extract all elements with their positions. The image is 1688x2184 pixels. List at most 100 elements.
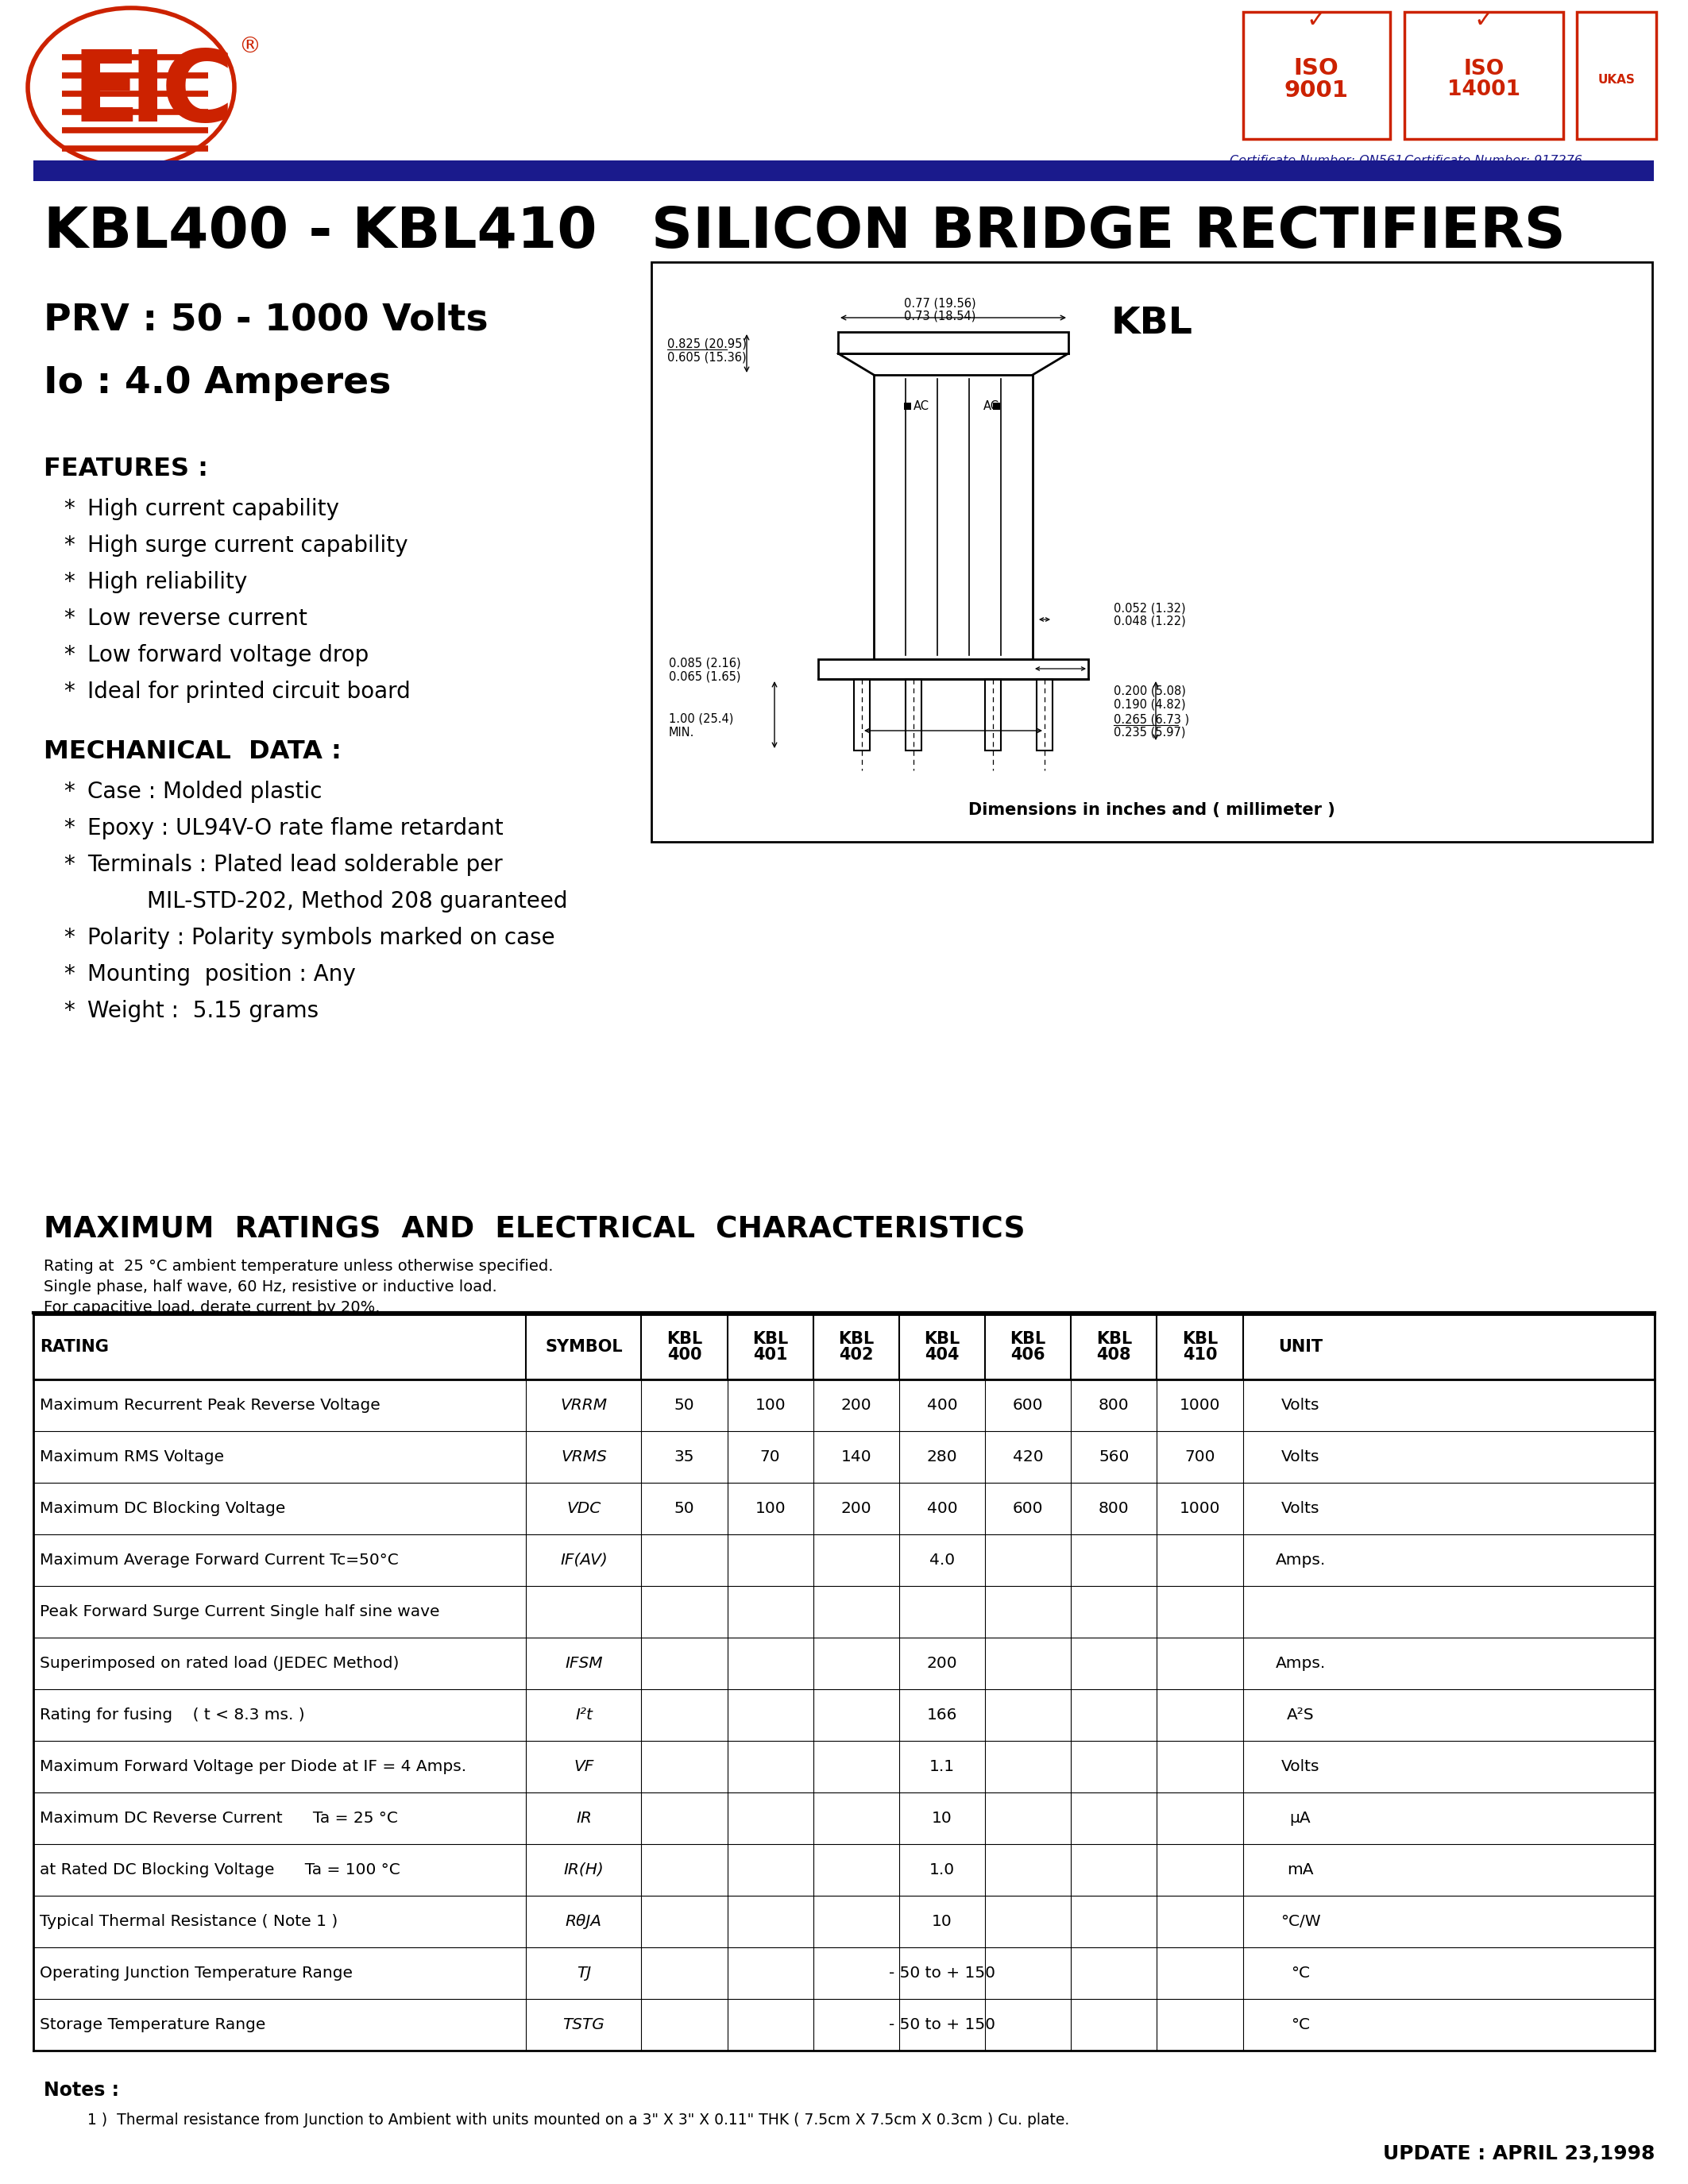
Text: KBL: KBL bbox=[1182, 1330, 1217, 1348]
Text: 0.085 (2.16): 0.085 (2.16) bbox=[668, 657, 741, 668]
Text: 0.065 (1.65): 0.065 (1.65) bbox=[668, 670, 741, 684]
Bar bbox=[34, 1315, 1654, 1380]
Bar bbox=[34, 1843, 1654, 1896]
Text: High current capability: High current capability bbox=[88, 498, 339, 520]
Bar bbox=[34, 1535, 1654, 1586]
Text: IR(H): IR(H) bbox=[564, 1863, 604, 1878]
Text: 410: 410 bbox=[1183, 1348, 1217, 1363]
Bar bbox=[34, 159, 1654, 181]
Bar bbox=[905, 402, 912, 411]
Bar bbox=[34, 1793, 1654, 1843]
Text: I: I bbox=[128, 46, 165, 142]
Text: Io : 4.0 Amperes: Io : 4.0 Amperes bbox=[44, 365, 392, 402]
Text: *: * bbox=[64, 963, 74, 985]
Text: AC: AC bbox=[913, 400, 930, 413]
Text: 800: 800 bbox=[1099, 1500, 1129, 1516]
Text: *: * bbox=[64, 498, 74, 520]
Text: 408: 408 bbox=[1097, 1348, 1131, 1363]
Text: 420: 420 bbox=[1013, 1450, 1043, 1465]
Text: MECHANICAL  DATA :: MECHANICAL DATA : bbox=[44, 740, 341, 764]
Text: A²S: A²S bbox=[1286, 1708, 1315, 1723]
Text: Volts: Volts bbox=[1281, 1398, 1320, 1413]
Text: C: C bbox=[162, 46, 235, 142]
Text: *: * bbox=[64, 1000, 74, 1022]
Text: Low reverse current: Low reverse current bbox=[88, 607, 307, 629]
Text: 406: 406 bbox=[1011, 1348, 1045, 1363]
Text: Operating Junction Temperature Range: Operating Junction Temperature Range bbox=[41, 1966, 353, 1981]
Text: *: * bbox=[64, 780, 74, 804]
Text: Mounting  position : Any: Mounting position : Any bbox=[88, 963, 356, 985]
Text: 400: 400 bbox=[927, 1398, 957, 1413]
Text: KBL: KBL bbox=[1096, 1330, 1133, 1348]
Text: 1.0: 1.0 bbox=[930, 1863, 955, 1878]
Bar bbox=[874, 376, 1033, 660]
Text: ®: ® bbox=[238, 35, 260, 59]
Text: UNIT: UNIT bbox=[1278, 1339, 1323, 1354]
Text: FEATURES :: FEATURES : bbox=[44, 456, 208, 480]
Text: VRRM: VRRM bbox=[560, 1398, 608, 1413]
Text: KBL: KBL bbox=[1009, 1330, 1047, 1348]
Text: 1 )  Thermal resistance from Junction to Ambient with units mounted on a 3" X 3": 1 ) Thermal resistance from Junction to … bbox=[88, 2112, 1070, 2127]
Text: IFSM: IFSM bbox=[565, 1655, 603, 1671]
Text: 600: 600 bbox=[1013, 1500, 1043, 1516]
Text: KBL: KBL bbox=[1111, 306, 1193, 341]
Text: *: * bbox=[64, 535, 74, 557]
Text: 200: 200 bbox=[927, 1655, 957, 1671]
Bar bbox=[34, 1380, 1654, 1431]
Bar bbox=[34, 1688, 1654, 1741]
Text: KBL400 - KBL410: KBL400 - KBL410 bbox=[44, 205, 598, 260]
Text: 1000: 1000 bbox=[1180, 1500, 1220, 1516]
Text: Typical Thermal Resistance ( Note 1 ): Typical Thermal Resistance ( Note 1 ) bbox=[41, 1913, 338, 1928]
Text: Certificate Number: 917276: Certificate Number: 917276 bbox=[1404, 155, 1582, 166]
Bar bbox=[34, 1741, 1654, 1793]
Text: at Rated DC Blocking Voltage      Ta = 100 °C: at Rated DC Blocking Voltage Ta = 100 °C bbox=[41, 1863, 400, 1878]
Text: 404: 404 bbox=[925, 1348, 959, 1363]
Text: 10: 10 bbox=[932, 1811, 952, 1826]
Text: 1.1: 1.1 bbox=[930, 1758, 955, 1773]
Bar bbox=[1036, 679, 1053, 751]
Text: Maximum Recurrent Peak Reverse Voltage: Maximum Recurrent Peak Reverse Voltage bbox=[41, 1398, 380, 1413]
Text: *: * bbox=[64, 854, 74, 876]
Text: TSTG: TSTG bbox=[562, 2018, 604, 2033]
Text: High surge current capability: High surge current capability bbox=[88, 535, 408, 557]
Text: 100: 100 bbox=[755, 1398, 785, 1413]
Bar bbox=[34, 1998, 1654, 2051]
Text: Volts: Volts bbox=[1281, 1758, 1320, 1773]
Text: 0.825 (20.95): 0.825 (20.95) bbox=[667, 339, 746, 349]
Text: 35: 35 bbox=[674, 1450, 694, 1465]
Bar bbox=[993, 402, 999, 411]
Text: Case : Molded plastic: Case : Molded plastic bbox=[88, 780, 322, 804]
Text: SILICON BRIDGE RECTIFIERS: SILICON BRIDGE RECTIFIERS bbox=[652, 205, 1565, 260]
Text: IR: IR bbox=[576, 1811, 592, 1826]
Text: Amps.: Amps. bbox=[1274, 1553, 1325, 1568]
Text: ✓: ✓ bbox=[1474, 9, 1494, 31]
Text: 0.73 (18.54): 0.73 (18.54) bbox=[905, 310, 976, 321]
Text: 200: 200 bbox=[841, 1398, 871, 1413]
Text: °C/W: °C/W bbox=[1280, 1913, 1320, 1928]
Text: 700: 700 bbox=[1185, 1450, 1215, 1465]
Text: 0.052 (1.32): 0.052 (1.32) bbox=[1114, 603, 1185, 614]
Text: I²t: I²t bbox=[576, 1708, 592, 1723]
Text: Amps.: Amps. bbox=[1274, 1655, 1325, 1671]
Text: Peak Forward Surge Current Single half sine wave: Peak Forward Surge Current Single half s… bbox=[41, 1605, 439, 1618]
Text: Notes :: Notes : bbox=[44, 2081, 120, 2099]
Text: *: * bbox=[64, 817, 74, 839]
Text: mA: mA bbox=[1286, 1863, 1313, 1878]
Text: °C: °C bbox=[1291, 2018, 1310, 2033]
Text: 200: 200 bbox=[841, 1500, 871, 1516]
Text: VF: VF bbox=[574, 1758, 594, 1773]
Text: Maximum Average Forward Current Tc=50°C: Maximum Average Forward Current Tc=50°C bbox=[41, 1553, 398, 1568]
Text: 0.048 (1.22): 0.048 (1.22) bbox=[1114, 616, 1185, 627]
Text: 4.0: 4.0 bbox=[930, 1553, 955, 1568]
Text: Weight :  5.15 grams: Weight : 5.15 grams bbox=[88, 1000, 319, 1022]
Text: KBL: KBL bbox=[839, 1330, 874, 1348]
Text: Epoxy : UL94V-O rate flame retardant: Epoxy : UL94V-O rate flame retardant bbox=[88, 817, 503, 839]
Text: AC: AC bbox=[984, 400, 999, 413]
Text: - 50 to + 150: - 50 to + 150 bbox=[890, 2018, 996, 2033]
Bar bbox=[34, 1483, 1654, 1535]
Bar bbox=[34, 1948, 1654, 1998]
Bar bbox=[34, 1896, 1654, 1948]
Text: Rating at  25 °C ambient temperature unless otherwise specified.: Rating at 25 °C ambient temperature unle… bbox=[44, 1258, 554, 1273]
Bar bbox=[652, 262, 1653, 841]
Text: UPDATE : APRIL 23,1998: UPDATE : APRIL 23,1998 bbox=[1382, 2145, 1654, 2164]
